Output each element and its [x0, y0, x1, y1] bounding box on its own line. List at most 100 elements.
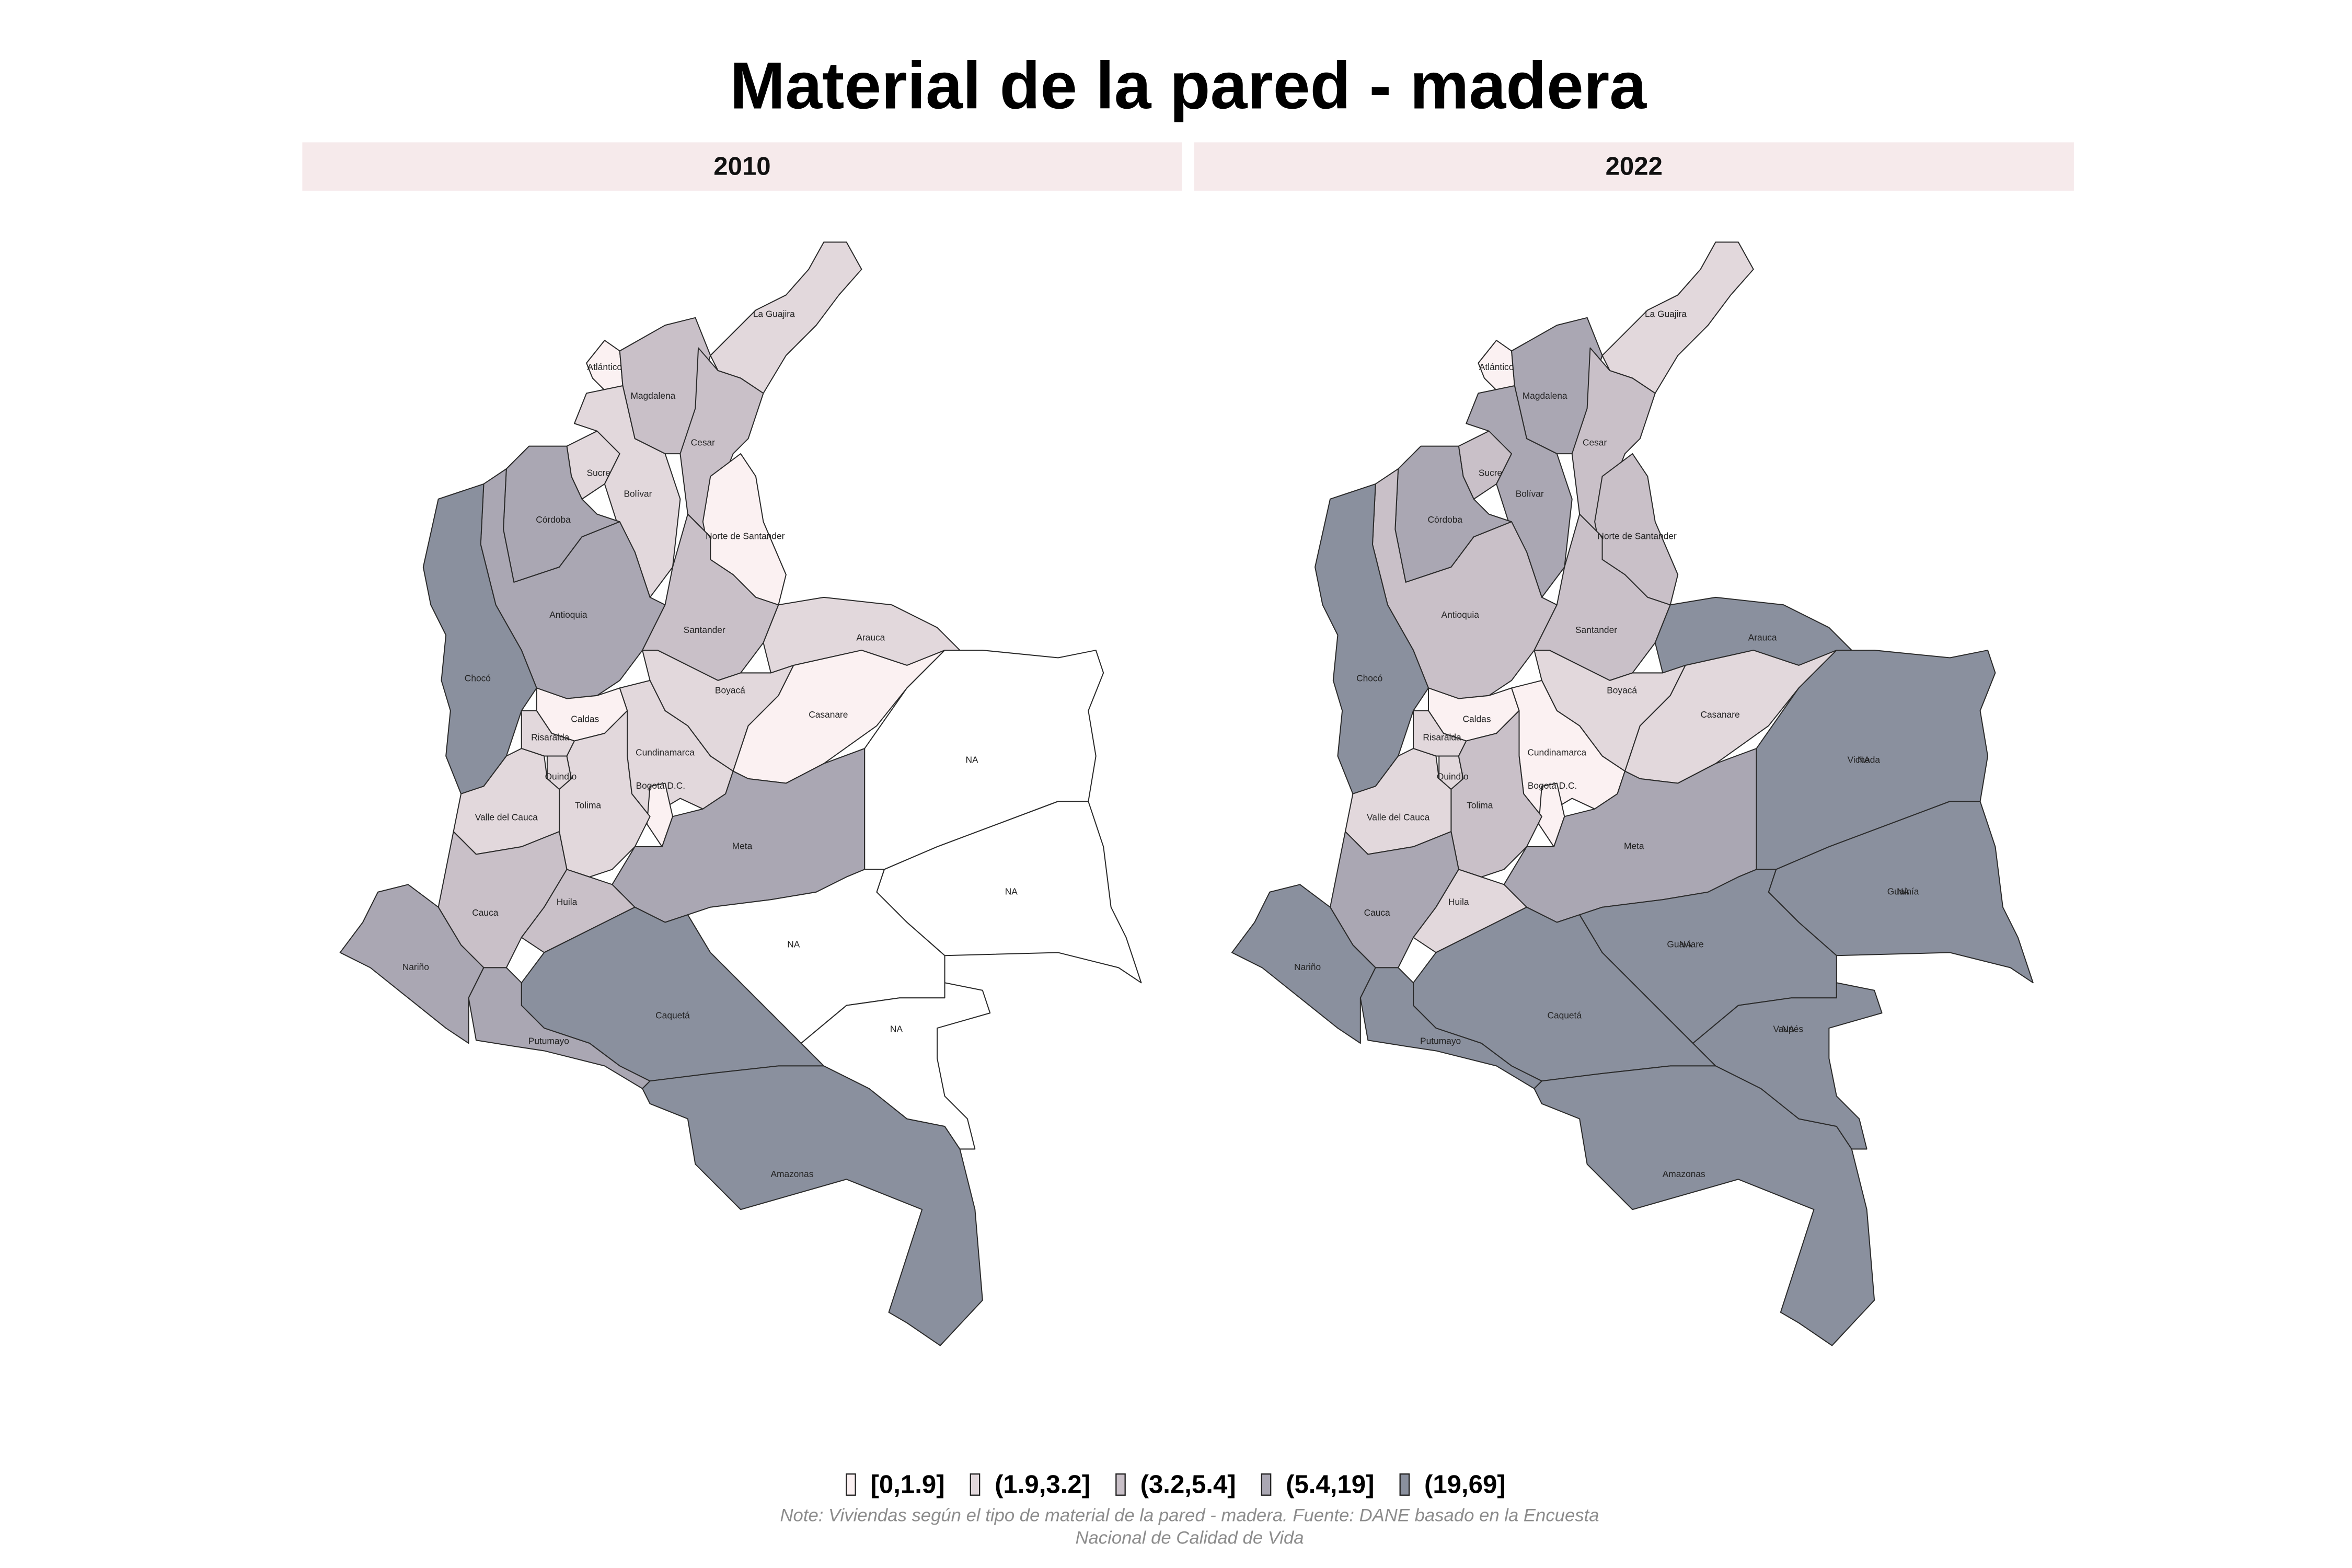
- department-label: Putumayo: [1420, 1036, 1461, 1046]
- department-label: Cundinamarca: [636, 747, 695, 757]
- department-label: Chocó: [465, 673, 491, 684]
- department-label: Tolima: [575, 800, 601, 811]
- panel-strip: [302, 142, 1182, 191]
- department-label: Santander: [684, 625, 725, 635]
- department-label: NA: [890, 1024, 903, 1034]
- department-label: NA: [966, 755, 979, 765]
- panel-title: 2010: [713, 152, 770, 180]
- department-label: Casanare: [1701, 709, 1740, 720]
- legend-label: (3.2,5.4]: [1140, 1470, 1236, 1498]
- department-label: NA: [1005, 886, 1018, 896]
- department-label: Valle del Cauca: [475, 812, 538, 823]
- department-label: NA: [1782, 1024, 1795, 1034]
- department-label: Caquetá: [655, 1010, 690, 1021]
- legend-key: [1115, 1473, 1126, 1496]
- department-label: Cesar: [1583, 437, 1607, 447]
- department-label: Putumayo: [528, 1036, 569, 1046]
- department-label: Vichada: [1848, 755, 1881, 765]
- department-label: Casanare: [809, 709, 848, 720]
- department-label: Antioquia: [1442, 609, 1480, 620]
- department-label: Santander: [1575, 625, 1617, 635]
- department-label: Norte de Santander: [706, 531, 785, 541]
- department-label: Cauca: [472, 907, 498, 918]
- department-label: Meta: [1624, 841, 1644, 851]
- legend-label: (19,69]: [1424, 1470, 1506, 1498]
- map-panel: 2022 La Guajira Atlántico Magdalena Cesar Suc…: [1194, 142, 2074, 1346]
- department-label: Nariño: [402, 962, 429, 972]
- department-label: Cesar: [691, 437, 715, 447]
- department-label: La Guajira: [1645, 309, 1687, 319]
- department-label: Caldas: [1463, 714, 1491, 724]
- department-label: Bolívar: [624, 489, 652, 499]
- regions: [339, 241, 1142, 1346]
- department-label: Cundinamarca: [1527, 747, 1586, 757]
- department-label: Bogotá D.C.: [1528, 780, 1577, 791]
- department-label: Sucre: [1479, 467, 1502, 478]
- department-label: Magdalena: [1523, 390, 1567, 401]
- department-label: Huila: [557, 897, 578, 907]
- note: Note: Viviendas según el tipo de materia…: [780, 1505, 1599, 1525]
- department-label: NA: [1897, 886, 1910, 896]
- department-label: NA: [1858, 755, 1871, 765]
- legend-label: (5.4,19]: [1286, 1470, 1374, 1498]
- department-label: Magdalena: [630, 390, 675, 401]
- department-label: Córdoba: [1428, 514, 1463, 525]
- department-label: NA: [1679, 939, 1692, 950]
- department-label: Quindío: [545, 771, 577, 782]
- department-label: Tolima: [1467, 800, 1493, 811]
- department: [1359, 967, 1542, 1089]
- department-label: Caquetá: [1547, 1010, 1582, 1021]
- region-labels: La Guajira Atlántico Magdalena Cesar Sucre Bo…: [1294, 309, 1919, 1180]
- department: [687, 869, 946, 1044]
- department-label: Córdoba: [536, 514, 571, 525]
- department-label: Caldas: [571, 714, 599, 724]
- department-label: NA: [787, 939, 800, 950]
- regions: [1231, 241, 2034, 1346]
- department-label: Boyacá: [715, 685, 745, 696]
- department-label: Meta: [732, 841, 753, 851]
- department-label: Atlántico: [587, 362, 622, 372]
- department: [642, 1065, 983, 1346]
- department-label: Bogotá D.C.: [636, 780, 685, 791]
- department-label: Norte de Santander: [1597, 531, 1677, 541]
- department-label: La Guajira: [753, 309, 795, 319]
- department-label: Vaupés: [1773, 1024, 1803, 1034]
- department-label: Nariño: [1294, 962, 1321, 972]
- note: Nacional de Calidad de Vida: [1075, 1528, 1304, 1548]
- map-panel: 2010 La Guajira Atlántico Magdalena Cesar Suc…: [302, 142, 1182, 1346]
- department-label: Bolívar: [1516, 489, 1544, 499]
- department-label: Huila: [1448, 897, 1469, 907]
- department-label: Cauca: [1364, 907, 1390, 918]
- legend-key: [970, 1473, 981, 1496]
- department: [1534, 1065, 1875, 1346]
- department-label: Amazonas: [770, 1169, 813, 1179]
- panel-title: 2022: [1606, 152, 1663, 180]
- department: [468, 967, 651, 1089]
- legend-key: [1261, 1473, 1272, 1496]
- department-label: Valle del Cauca: [1367, 812, 1430, 823]
- department-label: Chocó: [1356, 673, 1382, 684]
- department-label: Guaviare: [1667, 939, 1703, 950]
- department-label: Boyacá: [1607, 685, 1637, 696]
- department-label: Arauca: [856, 632, 885, 642]
- department-label: Arauca: [1748, 632, 1777, 642]
- legend-key: [1399, 1473, 1410, 1496]
- legend-label: [0,1.9]: [871, 1470, 945, 1498]
- department-label: Antioquia: [549, 609, 587, 620]
- department-label: Amazonas: [1663, 1169, 1705, 1179]
- department-label: Atlántico: [1479, 362, 1514, 372]
- department-label: Risaralda: [1423, 732, 1461, 742]
- department: [1579, 869, 1837, 1044]
- department-label: Guainía: [1887, 886, 1919, 896]
- region-labels: La Guajira Atlántico Magdalena Cesar Sucre Bo…: [402, 309, 1018, 1180]
- department: [800, 982, 991, 1150]
- legend-key: [846, 1473, 856, 1496]
- map-title: Material de la pared - madera: [730, 49, 1647, 123]
- department: [1692, 982, 1883, 1150]
- legend: [0,1.9] (1.9,3.2] (3.2,5.4] (5.4,19] (19,69]: [846, 1470, 1506, 1498]
- department-label: Risaralda: [531, 732, 570, 742]
- department-label: Sucre: [587, 467, 610, 478]
- legend-label: (1.9,3.2]: [995, 1470, 1090, 1498]
